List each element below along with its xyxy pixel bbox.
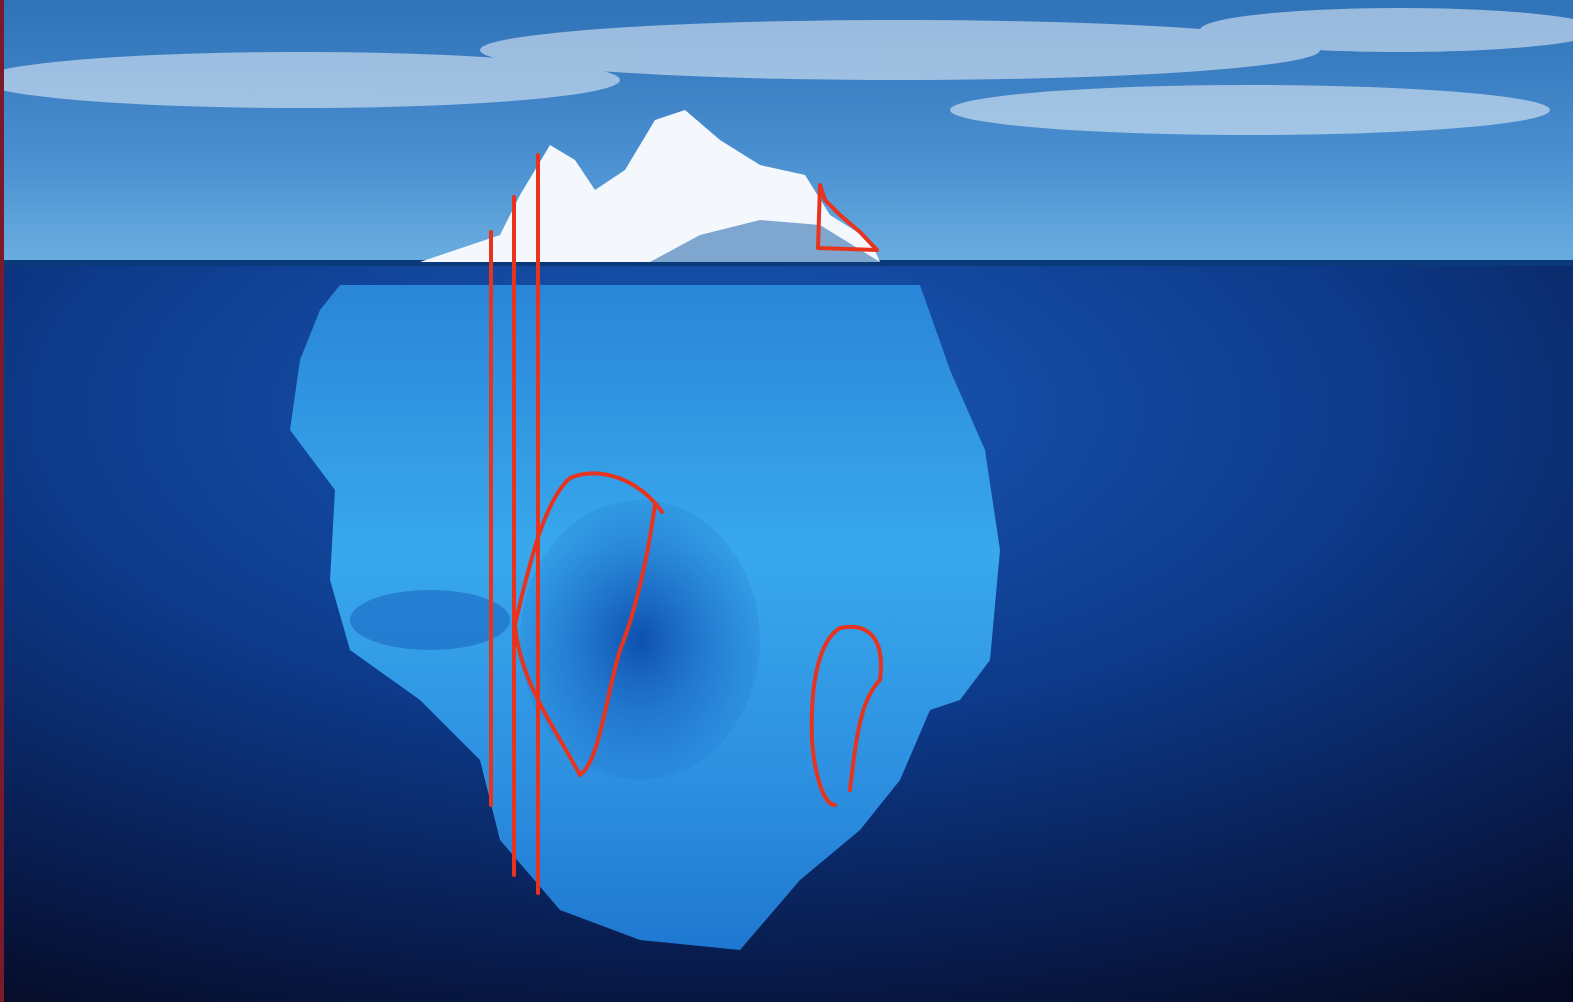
ice-cave xyxy=(520,500,760,780)
annotation-loop xyxy=(513,471,664,777)
ice-shadow xyxy=(350,590,510,650)
iceberg-tip-shadow xyxy=(650,220,880,262)
horizon xyxy=(0,260,1573,266)
left-edge xyxy=(0,0,4,1002)
annotations xyxy=(489,153,883,895)
annotation-loop xyxy=(809,624,883,807)
clouds xyxy=(0,8,1573,135)
annotation-triangle xyxy=(816,183,879,252)
